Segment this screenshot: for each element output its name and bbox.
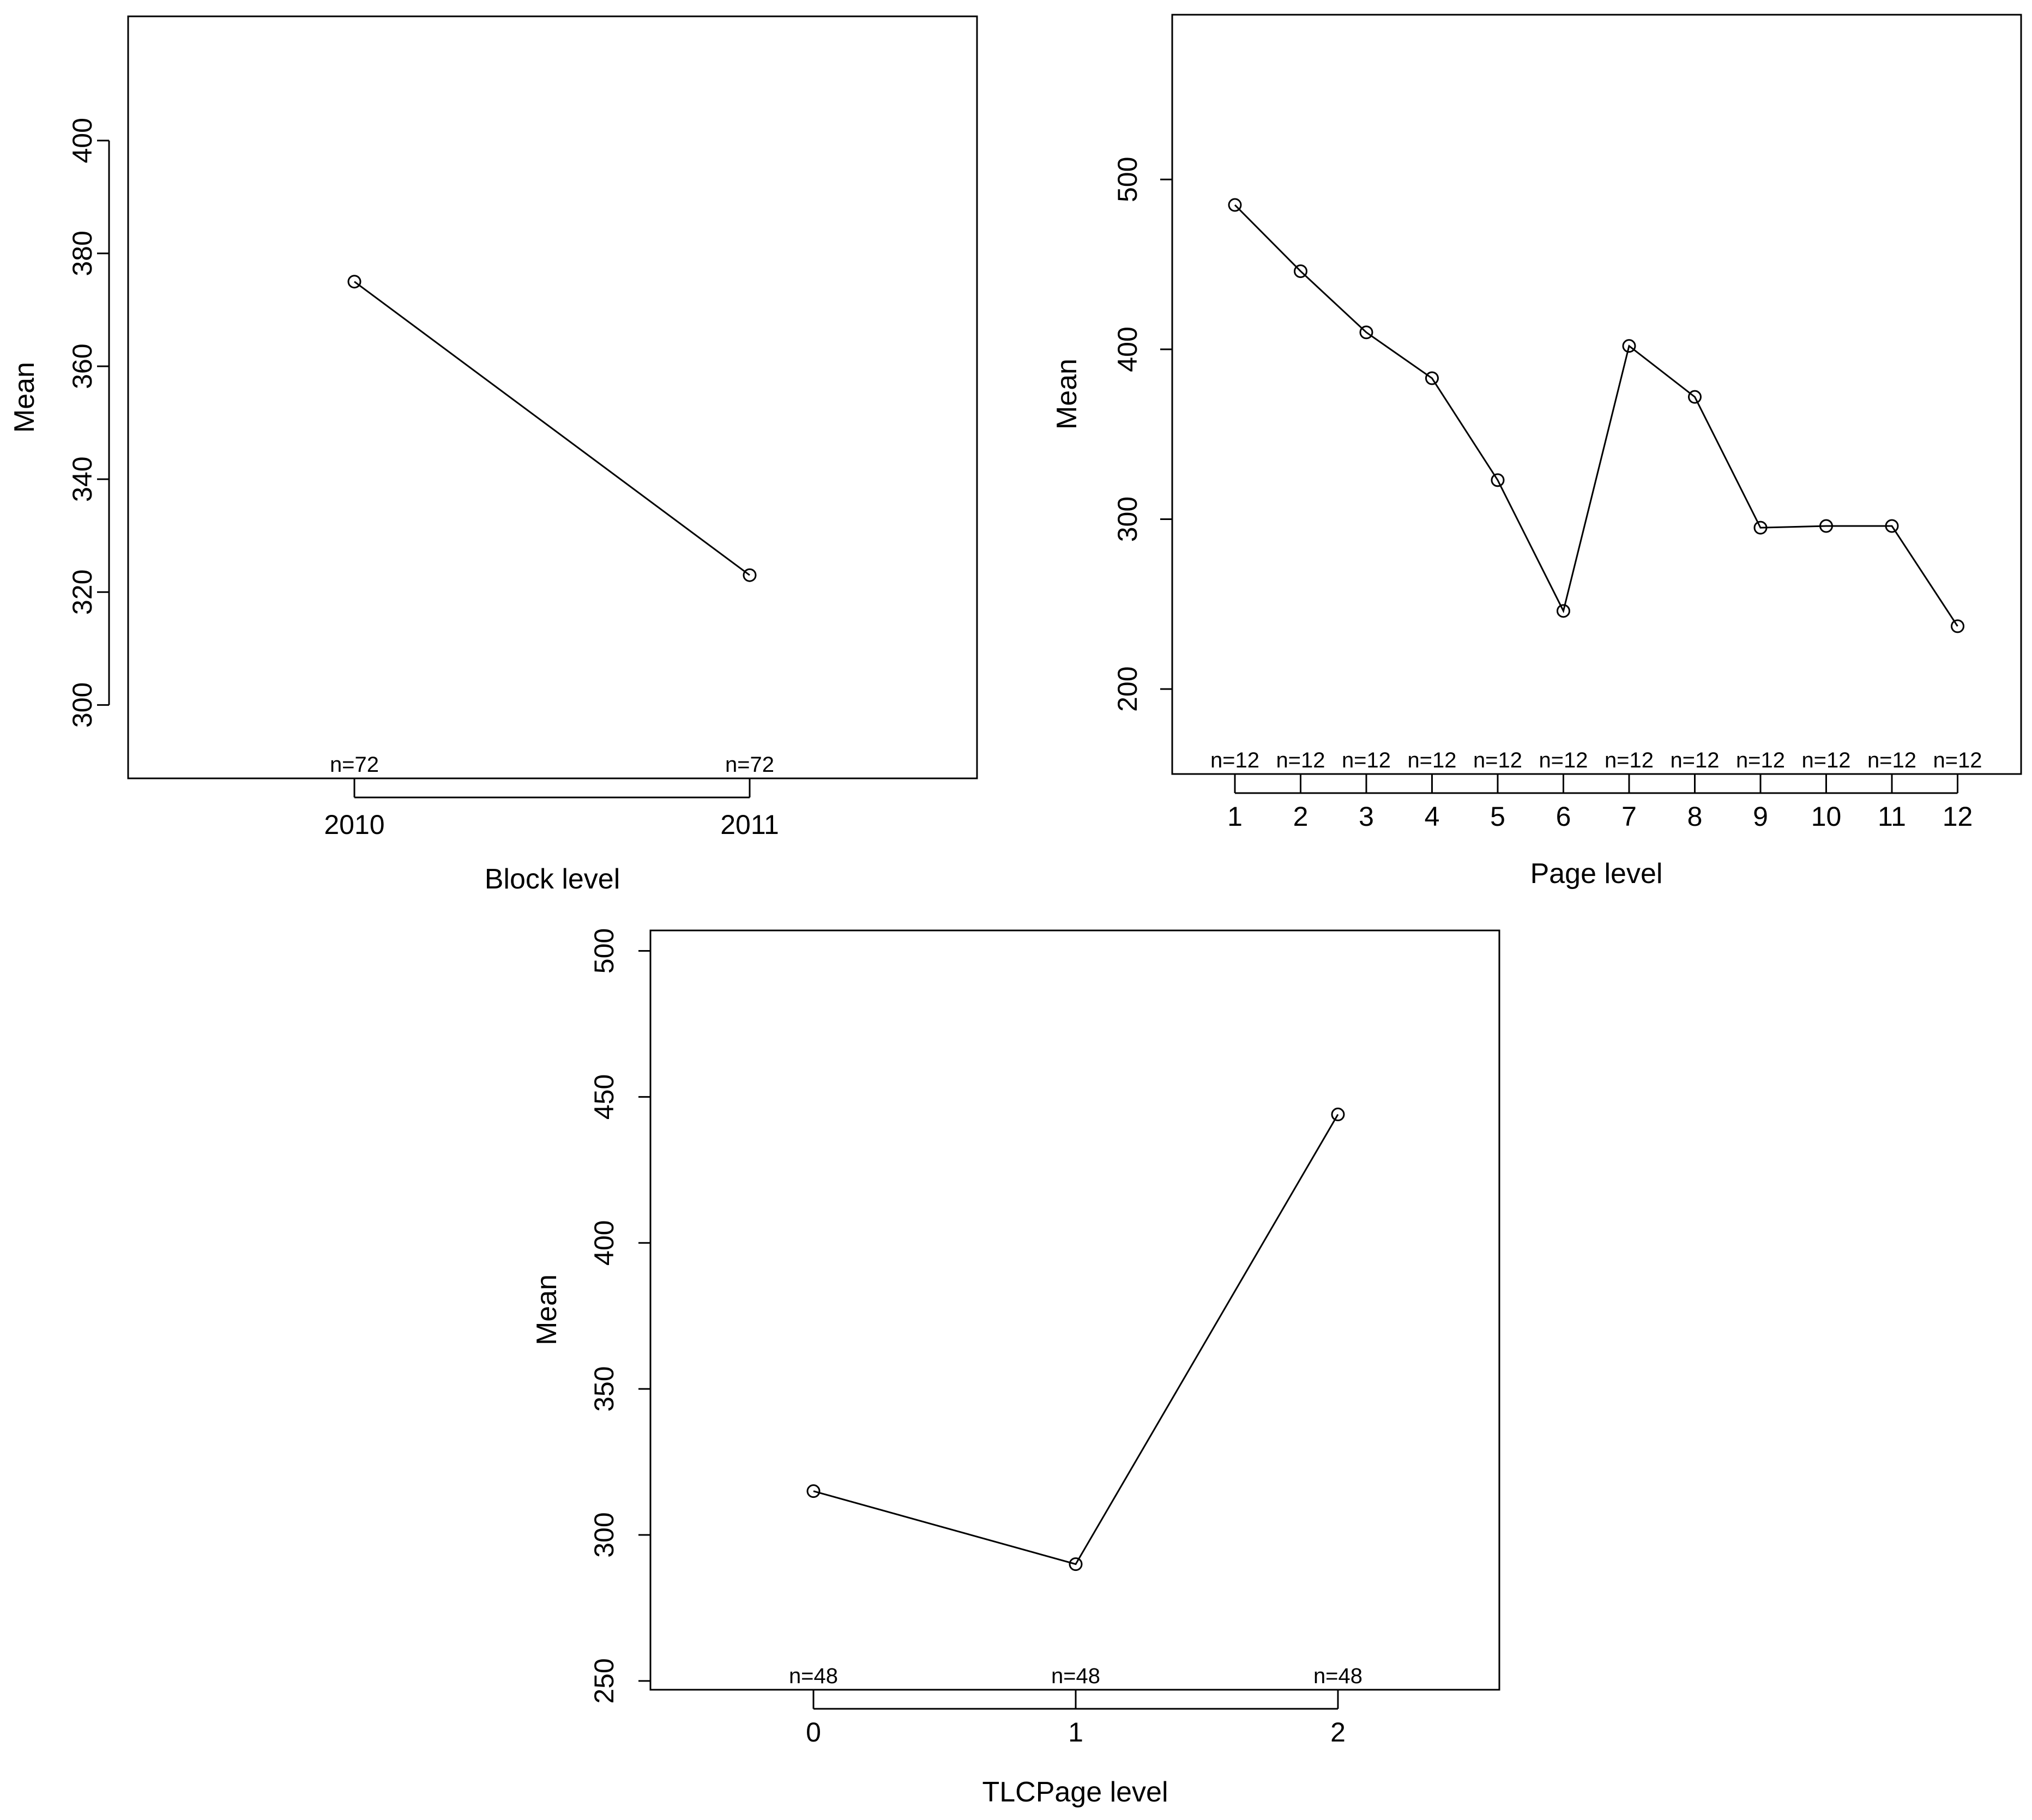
x-axis-title: Page level <box>1530 858 1663 890</box>
y-tick-label: 500 <box>1112 157 1143 202</box>
data-point <box>1622 339 1636 353</box>
data-point <box>1688 390 1702 404</box>
sample-size-label: n=12 <box>1605 748 1654 772</box>
sample-size-label: n=12 <box>1736 748 1785 772</box>
y-tick-label: 200 <box>1112 666 1143 711</box>
x-tick-label: 11 <box>1878 801 1906 832</box>
plot-frame <box>127 15 978 779</box>
sample-size-label: n=12 <box>1933 748 1982 772</box>
y-axis-title: Mean <box>1051 359 1083 430</box>
x-tick-label: 7 <box>1621 801 1637 832</box>
y-axis-title: Mean <box>9 362 40 433</box>
data-point <box>1228 198 1242 212</box>
y-tick-label: 400 <box>67 118 98 163</box>
data-point <box>1425 371 1439 385</box>
data-point <box>1069 1557 1083 1571</box>
data-point <box>1294 264 1307 279</box>
y-tick-label: 400 <box>589 1220 619 1266</box>
y-axis-title: Mean <box>531 1274 563 1345</box>
series-line <box>354 281 750 576</box>
y-tick-label: 320 <box>67 570 98 615</box>
x-tick-label: 2 <box>1293 801 1309 832</box>
data-point <box>1359 325 1373 340</box>
x-tick-label: 1 <box>1068 1717 1083 1748</box>
sample-size-label: n=48 <box>1051 1664 1100 1688</box>
data-point <box>1557 604 1570 618</box>
y-tick-label: 400 <box>1112 326 1143 372</box>
chart-panel-block-level: Mean Block level 300 320 340 360 380 400 2010 2… <box>9 15 978 895</box>
x-tick-label: 3 <box>1359 801 1374 832</box>
data-point <box>1331 1108 1345 1122</box>
y-tick-label: 300 <box>67 682 98 728</box>
series-line <box>1234 204 1958 627</box>
sample-size-label: n=12 <box>1473 748 1522 772</box>
series-line <box>813 1114 1339 1565</box>
x-tick-label: 5 <box>1490 801 1505 832</box>
x-tick-label: 9 <box>1753 801 1768 832</box>
sample-size-label: n=48 <box>789 1664 838 1688</box>
sample-size-label: n=12 <box>1342 748 1391 772</box>
sample-size-label: n=12 <box>1801 748 1850 772</box>
x-axis-title: TLCPage level <box>982 1776 1168 1808</box>
sample-size-label: n=12 <box>1276 748 1325 772</box>
y-tick-label: 250 <box>589 1658 619 1703</box>
chart-panel-tlcpage-level: Mean TLCPage level 250 300 350 400 450 500 0 1 2… <box>531 928 1500 1808</box>
y-tick-label: 380 <box>67 231 98 276</box>
plot-frame <box>1171 14 2022 775</box>
data-point <box>1753 521 1768 535</box>
sample-size-label: n=48 <box>1313 1664 1362 1688</box>
plot-frame <box>649 929 1500 1691</box>
data-point <box>1885 519 1899 533</box>
data-point <box>1491 473 1505 487</box>
y-tick-label: 340 <box>67 456 98 501</box>
y-tick-label: 450 <box>589 1074 619 1120</box>
sample-size-label: n=12 <box>1407 748 1456 772</box>
y-tick-label: 300 <box>589 1512 619 1557</box>
y-tick-label: 300 <box>1112 497 1143 542</box>
sample-size-label: n=72 <box>330 753 379 777</box>
x-tick-label: 2 <box>1330 1717 1346 1748</box>
y-tick-label: 360 <box>67 343 98 389</box>
sample-size-label: n=12 <box>1210 748 1259 772</box>
x-axis-title: Block level <box>485 863 620 895</box>
sample-size-label: n=72 <box>725 753 774 777</box>
y-tick-label: 350 <box>589 1366 619 1411</box>
sample-size-label: n=12 <box>1539 748 1588 772</box>
data-point <box>806 1484 821 1498</box>
x-tick-label: 4 <box>1425 801 1440 832</box>
x-tick-label: 6 <box>1556 801 1571 832</box>
data-point <box>1951 619 1964 633</box>
x-tick-label: 2011 <box>720 809 779 840</box>
data-point <box>347 275 361 289</box>
sample-size-label: n=12 <box>1867 748 1916 772</box>
x-tick-label: 2010 <box>324 809 384 840</box>
sample-size-label: n=12 <box>1670 748 1719 772</box>
x-tick-label: 12 <box>1943 801 1973 832</box>
data-point <box>1819 519 1833 533</box>
data-point <box>743 568 757 582</box>
x-tick-label: 10 <box>1811 801 1842 832</box>
x-tick-label: 8 <box>1687 801 1703 832</box>
x-tick-label: 1 <box>1227 801 1243 832</box>
y-tick-label: 500 <box>589 928 619 974</box>
x-tick-label: 0 <box>806 1717 821 1748</box>
